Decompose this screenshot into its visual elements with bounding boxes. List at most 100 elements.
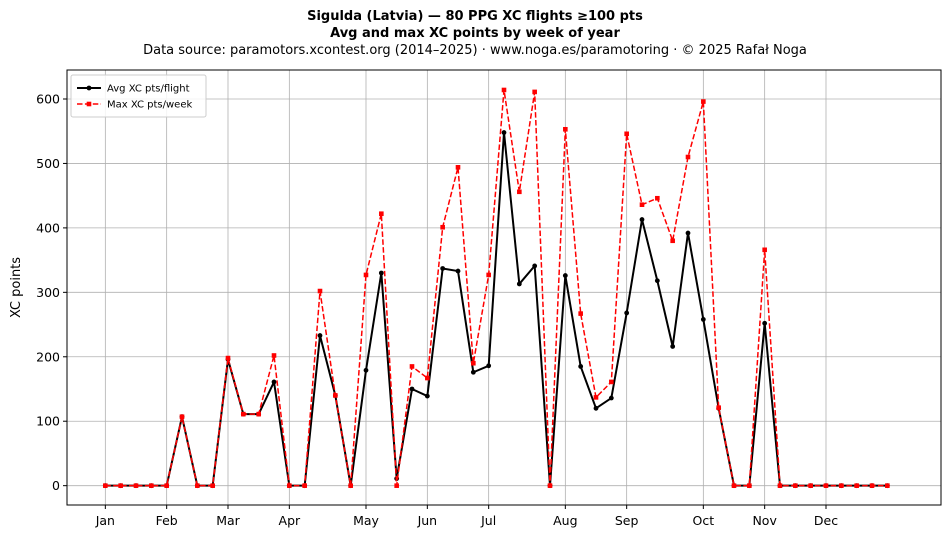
data-point-max [179, 414, 185, 420]
x-tick-label: Nov [752, 513, 777, 528]
data-point-avg [608, 395, 614, 401]
legend-box [70, 74, 207, 118]
data-point-avg [624, 310, 630, 316]
data-point-avg [501, 130, 507, 135]
data-point-avg [578, 364, 584, 369]
data-point-max [195, 483, 200, 488]
chart-subtitle: Avg and max XC points by week of year [330, 26, 620, 41]
data-point-avg [486, 363, 492, 369]
data-point-max [624, 131, 629, 137]
y-tick-label: 400 [36, 220, 60, 235]
data-point-avg [409, 386, 415, 392]
data-point-max [471, 360, 476, 366]
data-point-max [317, 288, 323, 294]
y-tick-label: 100 [36, 414, 60, 429]
data-point-avg [670, 344, 676, 349]
legend-marker-avg [86, 85, 92, 91]
data-point-max [118, 483, 123, 488]
data-point-max [701, 99, 706, 104]
data-point-avg [424, 393, 430, 399]
data-point-max [103, 483, 108, 488]
chart-source-line: Data source: paramotors.xcontest.org (20… [143, 43, 807, 58]
x-tick-label: May [353, 513, 379, 528]
series-line-max [105, 89, 888, 487]
data-point-avg [516, 281, 522, 287]
legend-marker-max [86, 101, 92, 107]
data-point-max [839, 483, 844, 488]
data-point-avg [378, 270, 384, 276]
data-point-max [149, 483, 154, 488]
data-point-avg [593, 405, 599, 411]
data-point-avg [762, 320, 768, 326]
data-point-max [609, 379, 614, 385]
data-point-avg [317, 333, 323, 338]
legend: Avg XC pts/flight Max XC pts/week [70, 74, 207, 118]
data-point-max [777, 483, 783, 488]
data-point-avg [562, 273, 568, 278]
data-point-max [486, 272, 491, 278]
data-point-max [685, 154, 691, 160]
data-point-avg [685, 230, 691, 236]
data-point-max [287, 483, 292, 488]
x-tick-label: Feb [156, 513, 178, 528]
data-point-max [333, 393, 338, 398]
x-tick-label: Mar [216, 513, 240, 528]
data-point-max [271, 353, 277, 358]
y-tick-label: 0 [52, 478, 60, 493]
data-point-max [225, 355, 231, 361]
series-layer [102, 87, 890, 489]
data-point-max [425, 375, 430, 381]
data-point-max [302, 483, 307, 488]
data-point-avg [532, 263, 538, 269]
data-point-max [716, 405, 721, 410]
x-tick-label: Jul [480, 513, 496, 528]
data-point-max [394, 483, 399, 488]
data-point-avg [700, 317, 706, 322]
data-point-avg [639, 217, 645, 222]
y-tick-label: 300 [36, 285, 60, 300]
data-point-avg [363, 367, 369, 373]
data-point-max [885, 483, 890, 488]
data-point-max [731, 483, 737, 488]
x-tick-label: Apr [279, 513, 301, 528]
data-point-max [547, 483, 553, 488]
data-point-max [593, 395, 599, 400]
data-point-max [440, 224, 445, 230]
plot-frame [66, 69, 942, 506]
x-tick-label: Sep [615, 513, 639, 528]
data-point-max [256, 411, 261, 417]
data-point-avg [455, 268, 461, 274]
data-point-max [823, 483, 829, 488]
data-point-max [164, 483, 169, 488]
data-point-max [793, 483, 798, 488]
data-point-avg [654, 278, 660, 284]
data-point-max [563, 126, 568, 132]
data-point-max [747, 483, 752, 488]
y-axis-label: XC points [9, 257, 24, 318]
x-tick-label: Jun [417, 513, 438, 528]
data-point-max [501, 87, 507, 93]
x-tick-label: Aug [553, 513, 577, 528]
x-tick-label: Jan [95, 513, 115, 528]
data-point-max [363, 272, 369, 278]
data-point-max [670, 238, 675, 244]
y-tick-label: 500 [36, 156, 60, 171]
data-point-max [379, 211, 384, 217]
data-point-avg [440, 266, 446, 271]
axis-ticks: 0 100 200 300 400 500 600 Jan Feb Mar Apr May Jun Jul… [36, 92, 838, 529]
legend-label-max: Max XC pts/week [107, 100, 192, 111]
data-point-max [517, 189, 522, 195]
data-point-max [869, 483, 875, 488]
data-point-max [210, 483, 215, 488]
data-point-max [639, 202, 645, 207]
data-point-avg [271, 379, 277, 385]
chart-title: Sigulda (Latvia) — 80 PPG XC flights ≥10… [307, 9, 643, 24]
data-point-max [409, 364, 415, 369]
data-point-max [808, 483, 813, 488]
title-block: Sigulda (Latvia) — 80 PPG XC flights ≥10… [0, 8, 950, 60]
data-point-max [532, 89, 537, 95]
data-point-max [854, 483, 859, 488]
data-point-max [133, 483, 139, 488]
data-point-max [241, 411, 246, 417]
